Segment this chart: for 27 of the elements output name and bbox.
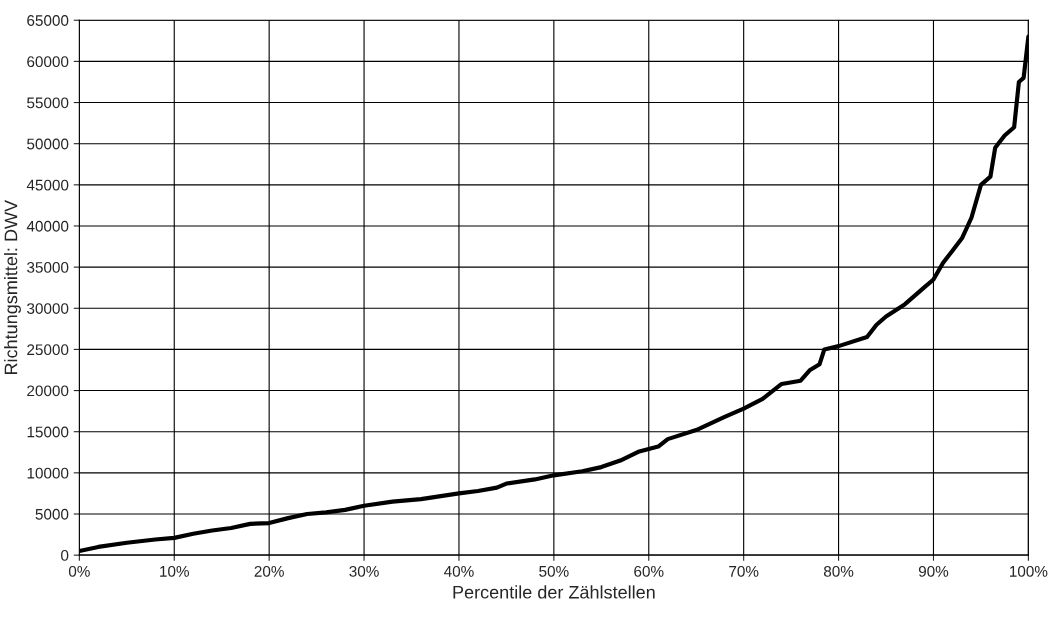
x-tick-label: 40%	[444, 565, 474, 577]
y-tick-label: 5000	[35, 508, 69, 520]
y-tick-label: 55000	[27, 97, 69, 109]
y-tick-label: 10000	[27, 467, 69, 479]
x-tick-label: 80%	[823, 565, 854, 577]
x-axis-title: Percentile der Zählstellen	[453, 585, 655, 599]
x-tick-label: 50%	[539, 565, 569, 577]
y-tick-label: 40000	[26, 220, 69, 232]
y-tick-label: 45000	[26, 179, 69, 191]
y-tick-label: 15000	[27, 426, 69, 438]
y-tick-label: 25000	[27, 344, 69, 356]
y-tick-label: 30000	[27, 303, 69, 314]
y-tick-label: 60000	[27, 56, 69, 68]
y-tick-label: 0	[61, 550, 69, 561]
x-tick-label: 20%	[254, 565, 284, 577]
x-tick-label: 60%	[634, 565, 664, 577]
x-tick-label: 100%	[1010, 565, 1048, 577]
y-tick-label: 50000	[27, 138, 69, 150]
y-tick-label: 65000	[27, 15, 69, 26]
x-tick-label: 30%	[349, 565, 379, 577]
y-axis-title: Richtungsmittel: DWV	[4, 199, 21, 375]
y-tick-label: 20000	[27, 385, 69, 397]
x-tick-label: 90%	[918, 565, 949, 577]
x-tick-label: 70%	[729, 565, 759, 577]
x-tick-label: 10%	[160, 565, 189, 577]
y-tick-label: 35000	[27, 261, 69, 273]
x-tick-label: 0%	[68, 565, 90, 577]
